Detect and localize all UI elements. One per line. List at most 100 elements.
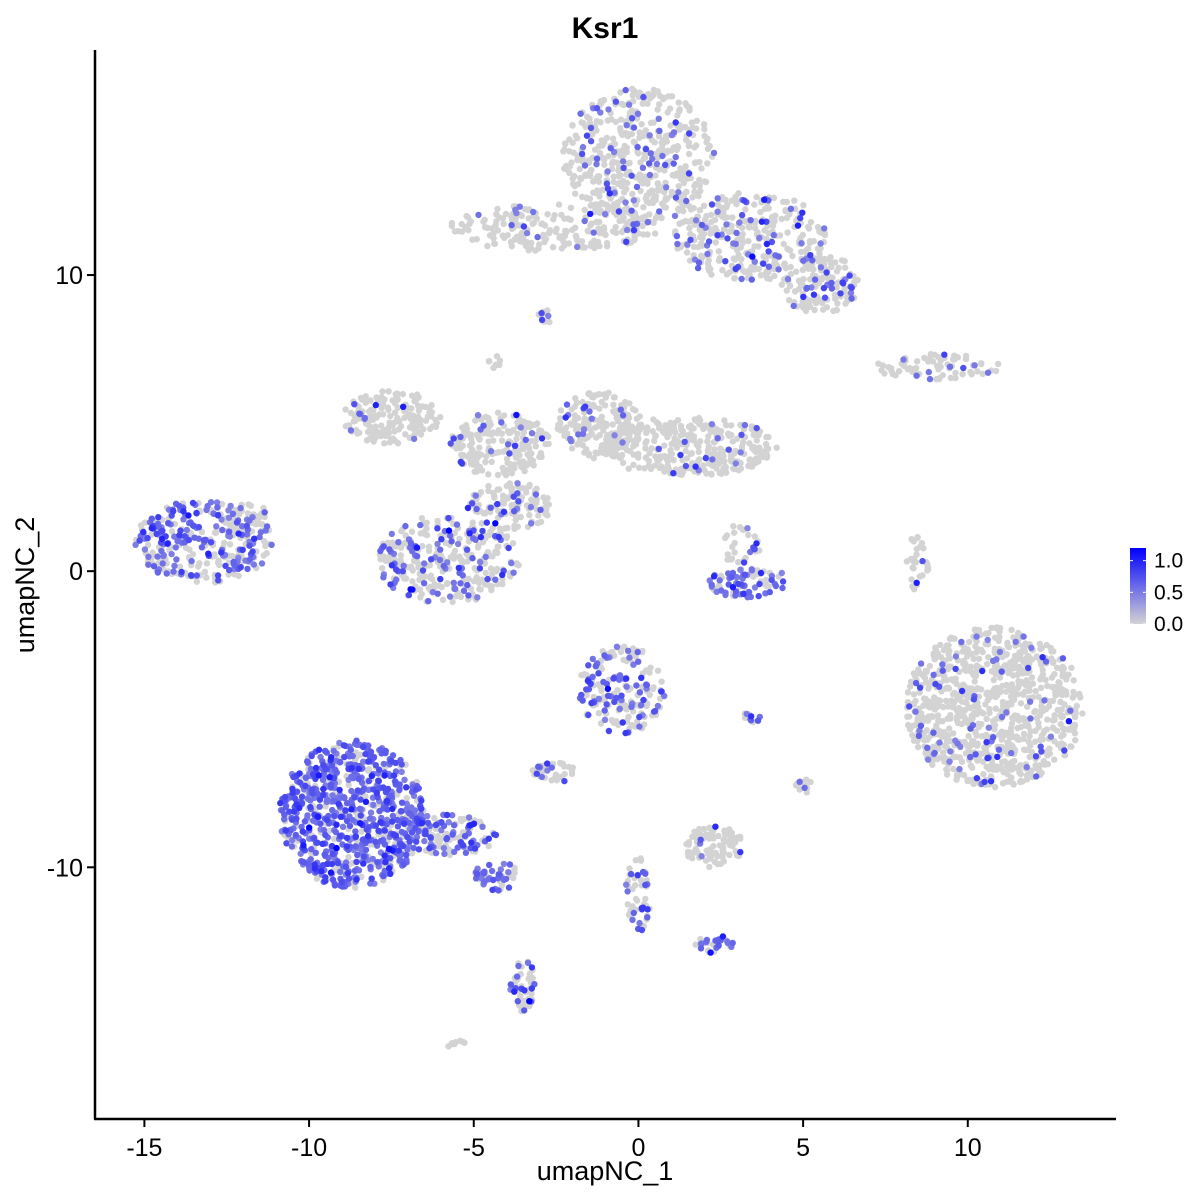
cell-point [494, 227, 502, 234]
cell-point [596, 432, 603, 439]
cell-point [912, 697, 919, 705]
cell-point-expressing [684, 241, 691, 248]
cell-point [705, 433, 712, 440]
cell-point [932, 644, 939, 651]
cell-point [685, 839, 693, 846]
cell-point [587, 202, 594, 209]
cell-point [476, 585, 483, 593]
cell-point-expressing [803, 284, 811, 292]
cell-point [449, 598, 456, 606]
cell-point [702, 178, 710, 186]
cell-point [572, 395, 579, 402]
cell-point-expressing [480, 422, 487, 429]
cell-point [476, 436, 483, 443]
cell-point-expressing [618, 696, 625, 704]
cell-point [549, 244, 557, 251]
cell-point-expressing [450, 822, 458, 829]
cell-point [655, 147, 663, 154]
cell-point [168, 528, 176, 535]
cell-point [491, 492, 498, 500]
cell-point-expressing [698, 221, 706, 229]
cell-point-expressing [367, 863, 374, 871]
cell-point-expressing [394, 823, 402, 830]
cell-point-expressing [654, 702, 662, 710]
cell-point-expressing [354, 851, 361, 859]
cell-point [954, 773, 961, 780]
cell-point-expressing [670, 129, 678, 136]
cell-point [626, 427, 633, 434]
cell-point-expressing [527, 503, 535, 511]
cell-point [649, 428, 656, 435]
cell-point [746, 224, 753, 231]
cell-point [751, 201, 758, 208]
cell-point [993, 684, 1001, 692]
cell-point [913, 551, 920, 558]
cell-point [203, 560, 211, 567]
cell-point-expressing [288, 843, 296, 850]
cell-point [970, 780, 977, 788]
cell-point [992, 634, 999, 641]
cell-point [431, 814, 438, 822]
cell-point [1058, 666, 1066, 674]
cell-point-expressing [400, 861, 407, 868]
cell-point-expressing [150, 563, 158, 570]
cell-point [1037, 736, 1044, 744]
cell-point [621, 643, 628, 650]
cell-point-expressing [279, 807, 286, 814]
cell-point-expressing [738, 275, 745, 283]
cell-point [524, 419, 531, 427]
cell-point [730, 523, 737, 530]
cell-point [732, 447, 739, 455]
cell-point [951, 635, 958, 642]
cell-point-expressing [629, 916, 636, 923]
cell-point [1028, 674, 1036, 681]
cell-point [345, 781, 352, 788]
cell-point-expressing [513, 973, 521, 980]
cell-point [962, 352, 970, 360]
cell-point-expressing [388, 530, 395, 538]
cell-point-expressing [384, 806, 391, 813]
cell-point [642, 440, 649, 447]
cell-point-expressing [724, 938, 731, 945]
cell-point-expressing [634, 110, 642, 118]
cell-point-expressing [595, 695, 603, 702]
cell-point [647, 664, 654, 671]
cell-point [939, 372, 946, 379]
cell-point [711, 446, 718, 453]
cell-point-expressing [172, 544, 179, 551]
cell-point-expressing [708, 421, 716, 428]
cell-point [642, 895, 649, 903]
cell-point-expressing [592, 663, 599, 670]
cell-point [1042, 706, 1050, 713]
cell-point-expressing [437, 546, 444, 553]
cell-point [962, 750, 970, 757]
cell-point [677, 422, 685, 430]
cell-point [770, 194, 778, 201]
cell-point-expressing [321, 851, 328, 858]
cell-point [799, 266, 806, 274]
cell-point-expressing [537, 506, 544, 514]
cell-point-expressing [302, 774, 309, 781]
cell-point [414, 421, 421, 428]
cell-point [655, 187, 663, 194]
cell-point-expressing [952, 653, 960, 660]
cell-point [782, 207, 789, 215]
cell-point [485, 532, 492, 539]
cell-point [552, 228, 559, 236]
cell-point [504, 428, 512, 435]
cell-point-expressing [263, 523, 271, 530]
cell-point-expressing [482, 553, 489, 561]
cell-point [620, 152, 627, 159]
cell-point [807, 297, 814, 304]
cell-point-expressing [492, 576, 499, 583]
cell-point-expressing [645, 160, 653, 167]
cell-point-expressing [548, 764, 555, 771]
cell-point-expressing [451, 848, 458, 856]
cell-point-expressing [366, 815, 374, 822]
cell-point [929, 358, 937, 365]
cell-point [702, 831, 710, 838]
cell-point-expressing [517, 424, 524, 431]
cell-point [525, 975, 532, 983]
cell-point [961, 660, 969, 667]
cell-point-expressing [622, 86, 629, 94]
